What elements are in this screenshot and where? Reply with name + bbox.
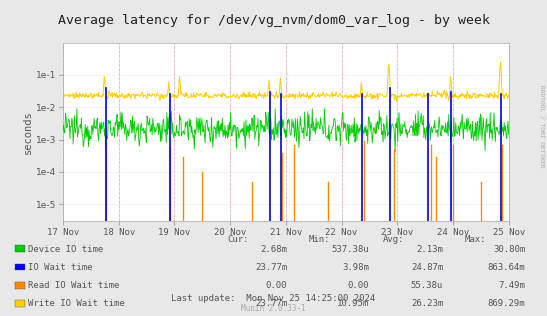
Text: 2.13m: 2.13m — [416, 245, 443, 253]
Text: 2.68m: 2.68m — [260, 245, 287, 253]
Text: Max:: Max: — [465, 235, 486, 244]
Text: 7.49m: 7.49m — [498, 281, 525, 290]
Text: 26.23m: 26.23m — [411, 300, 443, 308]
Text: Munin 2.0.33-1: Munin 2.0.33-1 — [241, 305, 306, 313]
Text: IO Wait time: IO Wait time — [28, 263, 92, 272]
Text: 869.29m: 869.29m — [487, 300, 525, 308]
Text: 55.38u: 55.38u — [411, 281, 443, 290]
Text: 23.77m: 23.77m — [255, 300, 287, 308]
Text: 0.00: 0.00 — [348, 281, 369, 290]
Text: Last update:  Mon Nov 25 14:25:00 2024: Last update: Mon Nov 25 14:25:00 2024 — [171, 295, 376, 303]
Text: Cur:: Cur: — [227, 235, 248, 244]
Text: Read IO Wait time: Read IO Wait time — [28, 281, 119, 290]
Y-axis label: seconds: seconds — [23, 110, 33, 154]
Text: Min:: Min: — [309, 235, 330, 244]
Text: 30.80m: 30.80m — [493, 245, 525, 253]
Text: 10.95m: 10.95m — [337, 300, 369, 308]
Text: 537.38u: 537.38u — [331, 245, 369, 253]
Text: 23.77m: 23.77m — [255, 263, 287, 272]
Text: Average latency for /dev/vg_nvm/dom0_var_log - by week: Average latency for /dev/vg_nvm/dom0_var… — [57, 14, 490, 27]
Text: 0.00: 0.00 — [266, 281, 287, 290]
Text: 3.98m: 3.98m — [342, 263, 369, 272]
Text: Avg:: Avg: — [383, 235, 404, 244]
Text: 24.87m: 24.87m — [411, 263, 443, 272]
Text: 863.64m: 863.64m — [487, 263, 525, 272]
Text: Device IO time: Device IO time — [28, 245, 103, 253]
Text: RRDTOOL / TOBI OETIKER: RRDTOOL / TOBI OETIKER — [539, 85, 544, 168]
Text: Write IO Wait time: Write IO Wait time — [28, 300, 125, 308]
